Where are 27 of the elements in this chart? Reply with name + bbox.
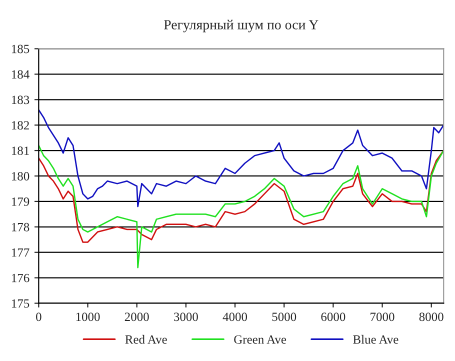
- y-tick-label: 177: [12, 248, 30, 257]
- y-tick-label: 181: [12, 146, 29, 155]
- y-tick-label: 179: [12, 198, 30, 206]
- y-tick-label: 180: [12, 172, 30, 180]
- y-tick-label: 185: [12, 44, 30, 54]
- x-tick-label: 2000: [124, 312, 149, 322]
- x-tick-label: 7000: [370, 312, 394, 322]
- x-tick-label: 1000: [76, 312, 100, 322]
- y-tick-label: 182: [12, 121, 29, 130]
- legend-label: Blue Ave: [353, 334, 398, 344]
- line-series: [38, 150, 444, 243]
- y-tick-label: 176: [12, 274, 30, 282]
- x-tick-label: 8000: [419, 312, 444, 322]
- y-tick-label: 178: [12, 222, 30, 232]
- x-tick-label: 3000: [174, 312, 198, 322]
- line-series: [38, 144, 444, 268]
- line-series: [38, 109, 444, 208]
- y-tick-label: 184: [12, 70, 30, 79]
- y-tick-label: 175: [12, 299, 30, 308]
- legend-label: Green Ave: [234, 335, 286, 344]
- legend-label: Red Ave: [125, 334, 167, 344]
- x-tick-label: 5000: [272, 312, 296, 322]
- x-tick-label: 6000: [321, 312, 346, 322]
- x-tick-label: 0: [36, 312, 42, 322]
- x-tick-label: 4000: [222, 312, 248, 322]
- y-tick-label: 183: [12, 96, 30, 104]
- chart-title: Регулярный шум по оси Y: [164, 20, 318, 32]
